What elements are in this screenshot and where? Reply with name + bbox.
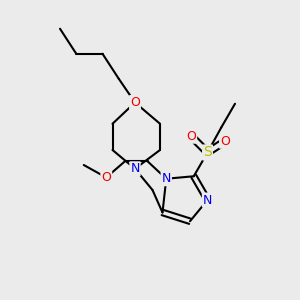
Text: O: O (130, 96, 140, 109)
Text: O: O (186, 130, 196, 143)
Text: N: N (203, 194, 212, 206)
Text: S: S (203, 146, 212, 160)
Text: N: N (130, 162, 140, 175)
Text: N: N (162, 172, 171, 185)
Text: O: O (101, 171, 111, 184)
Text: O: O (220, 135, 230, 148)
